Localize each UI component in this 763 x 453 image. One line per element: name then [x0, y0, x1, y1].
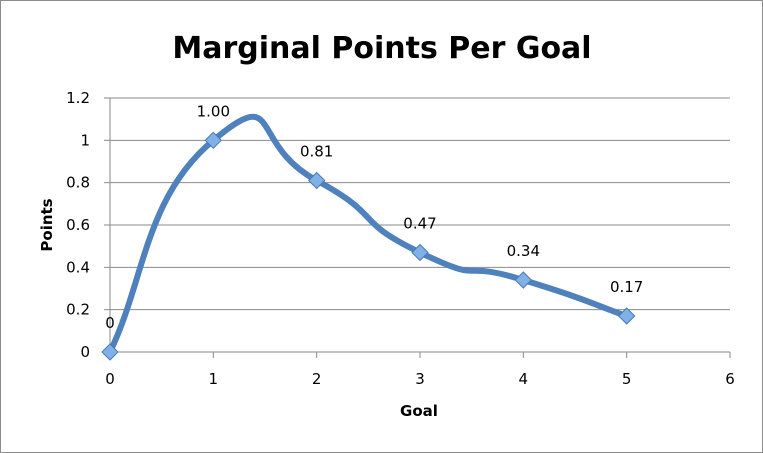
chart-title: Marginal Points Per Goal	[172, 31, 591, 66]
data-label-0-3: 0.47	[403, 215, 436, 233]
data-point-0-3	[411, 243, 429, 262]
data-label-0-4: 0.34	[507, 242, 540, 260]
data-markers	[101, 131, 636, 361]
y-tick-label-4: 0.8	[66, 174, 90, 192]
series-lines	[107, 113, 630, 355]
x-tick-label-0: 0	[105, 370, 115, 388]
x-tick-label-1: 1	[209, 370, 219, 388]
data-label-0-0: 0	[105, 314, 115, 332]
data-label-0-5: 0.17	[610, 278, 643, 296]
data-label-0-1: 1.00	[197, 102, 230, 120]
series-line-0	[107, 113, 630, 355]
x-tick-label-4: 4	[519, 370, 529, 388]
data-point-0-2	[307, 171, 326, 190]
data-point-0-1	[204, 131, 223, 150]
y-tick-label-3: 0.6	[66, 216, 90, 234]
data-point-0-5	[617, 307, 636, 325]
y-tick-labels: 0 0.2 0.4 0.6 0.8 1 1.2	[66, 89, 90, 361]
x-tick-labels: 0 1 2 3 4 5 6	[105, 370, 735, 388]
data-point-0-0	[101, 343, 119, 361]
data-label-0-2: 0.81	[300, 143, 333, 161]
data-labels: 0 1.00 0.81 0.47 0.34 0.17	[105, 102, 643, 332]
x-tick-label-6: 6	[725, 370, 735, 388]
data-point-0-4	[514, 271, 533, 289]
y-tick-label-6: 1.2	[66, 89, 90, 107]
y-tick-label-5: 1	[80, 131, 90, 149]
y-axis-title: Points	[38, 198, 56, 251]
y-tick-label-2: 0.4	[66, 258, 90, 276]
y-tick-label-0: 0	[80, 343, 90, 361]
x-tick-label-2: 2	[312, 370, 322, 388]
x-tick-label-5: 5	[622, 370, 632, 388]
x-tick-label-3: 3	[415, 370, 425, 388]
y-tick-label-1: 0.2	[66, 301, 90, 319]
x-axis-title: Goal	[400, 402, 438, 420]
